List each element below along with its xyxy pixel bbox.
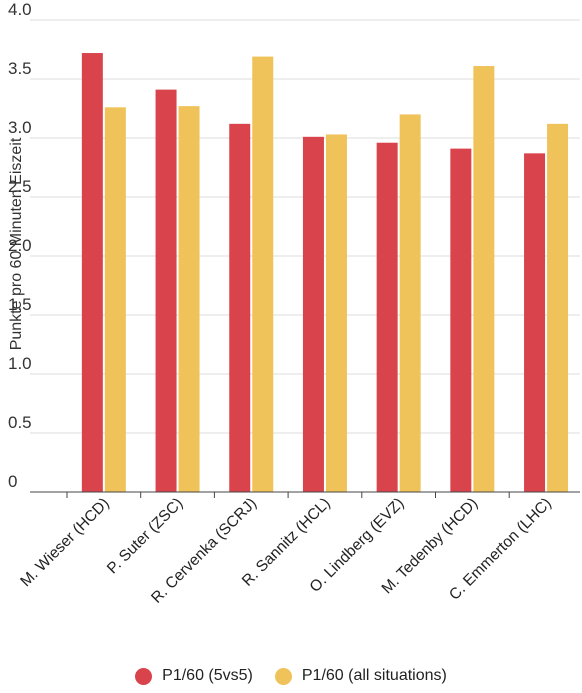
x-tick-label: M. Wieser (HCD) (17, 495, 112, 590)
bar-5vs5 (229, 123, 251, 492)
bar-5vs5 (81, 53, 103, 492)
legend: P1/60 (5vs5) P1/60 (all situations) (0, 663, 582, 689)
bar-5vs5 (450, 148, 472, 492)
bar-all-situations (547, 123, 569, 492)
y-tick-label: 1.5 (8, 295, 32, 314)
bar-5vs5 (302, 136, 324, 492)
bar-all-situations (104, 107, 126, 492)
y-tick-label: 0.5 (8, 413, 32, 432)
legend-label-all-situations: P1/60 (all situations) (301, 667, 447, 684)
y-tick-labels: 0 0.5 1.0 1.5 2.0 2.5 3.0 3.5 4.0 (8, 0, 32, 491)
legend-swatch-all-situations (274, 667, 292, 685)
bar-5vs5 (155, 89, 177, 493)
legend-item-all-situations: P1/60 (all situations) (274, 667, 447, 685)
bar-all-situations (399, 114, 421, 493)
legend-label-5vs5: P1/60 (5vs5) (162, 667, 253, 684)
x-tick-label: P. Suter (ZSC) (104, 495, 186, 577)
y-axis-label: Punkte pro 60 Minuten Eiszeit (8, 137, 25, 350)
bar-all-situations (473, 66, 495, 493)
y-tick-label: 2.5 (8, 177, 32, 196)
bar-all-situations (178, 106, 200, 492)
bar-chart: 0 0.5 1.0 1.5 2.0 2.5 3.0 3.5 4.0 M. Wieser (HCD… (8, 0, 580, 607)
bars (81, 53, 569, 493)
y-tick-label: 3.5 (8, 59, 32, 78)
y-tick-label: 0 (8, 472, 17, 491)
x-tick-labels: M. Wieser (HCD)P. Suter (ZSC)R. Cervenka… (17, 495, 555, 607)
x-tick-marks (66, 492, 510, 498)
y-tick-label: 1.0 (8, 354, 32, 373)
bar-all-situations (325, 134, 347, 492)
bar-5vs5 (376, 142, 398, 492)
legend-swatch-5vs5 (135, 667, 153, 685)
legend-item-5vs5: P1/60 (5vs5) (135, 667, 253, 685)
bar-5vs5 (524, 153, 546, 492)
y-tick-label: 4.0 (8, 0, 32, 19)
bar-all-situations (252, 56, 274, 493)
y-tick-label: 2.0 (8, 236, 32, 255)
y-tick-label: 3.0 (8, 118, 32, 137)
